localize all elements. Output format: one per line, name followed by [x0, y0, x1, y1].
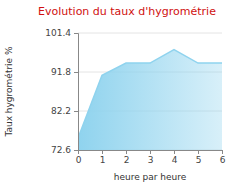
- tick-label: 4: [172, 155, 178, 165]
- axis-line: [79, 151, 223, 155]
- tick-label: 82.2: [51, 106, 71, 116]
- tick: 5: [196, 150, 202, 165]
- tick-label: 5: [196, 155, 202, 165]
- tick-mark: [74, 150, 78, 151]
- tick-label: 0: [76, 155, 82, 165]
- y-axis: 72.6 82.2 91.8 101.4: [45, 28, 78, 155]
- tick: 91.8: [51, 67, 78, 77]
- tick-mark: [126, 150, 127, 154]
- grid-line: [78, 33, 222, 34]
- x-axis: 0 1 2 3 4 5 6: [76, 150, 226, 165]
- tick: 101.4: [45, 28, 78, 38]
- chart: Evolution du taux d'hygrométrie 72.6 82.2 9…: [0, 0, 250, 188]
- grid: [78, 33, 222, 150]
- axis-line: [74, 34, 79, 151]
- tick-label: 2: [124, 155, 130, 165]
- tick: 2: [124, 150, 130, 165]
- y-axis-title: Taux hygrométrie %: [4, 46, 14, 138]
- tick-mark: [102, 150, 103, 154]
- tick: 0: [76, 150, 82, 165]
- tick-mark: [74, 111, 78, 112]
- tick: 4: [172, 150, 178, 165]
- tick-label: 91.8: [51, 67, 71, 77]
- tick: 3: [148, 150, 154, 165]
- tick: 72.6: [51, 145, 78, 155]
- tick-mark: [174, 150, 175, 154]
- tick-mark: [74, 33, 78, 34]
- tick-mark: [150, 150, 151, 154]
- tick: 82.2: [51, 106, 78, 116]
- tick-label: 6: [220, 155, 226, 165]
- tick-mark: [78, 150, 79, 154]
- tick-label: 72.6: [51, 145, 71, 155]
- tick-label: 101.4: [45, 28, 71, 38]
- tick-label: 3: [148, 155, 154, 165]
- tick-mark: [198, 150, 199, 154]
- title: Evolution du taux d'hygrométrie: [38, 5, 216, 18]
- x-axis-title: heure par heure: [114, 172, 187, 182]
- tick: 6: [220, 150, 226, 165]
- tick-label: 1: [100, 155, 106, 165]
- plot-area: [78, 50, 222, 150]
- tick-mark: [74, 72, 78, 73]
- area: [78, 50, 222, 150]
- line: [78, 50, 222, 139]
- tick: 1: [100, 150, 106, 165]
- tick-mark: [222, 150, 223, 154]
